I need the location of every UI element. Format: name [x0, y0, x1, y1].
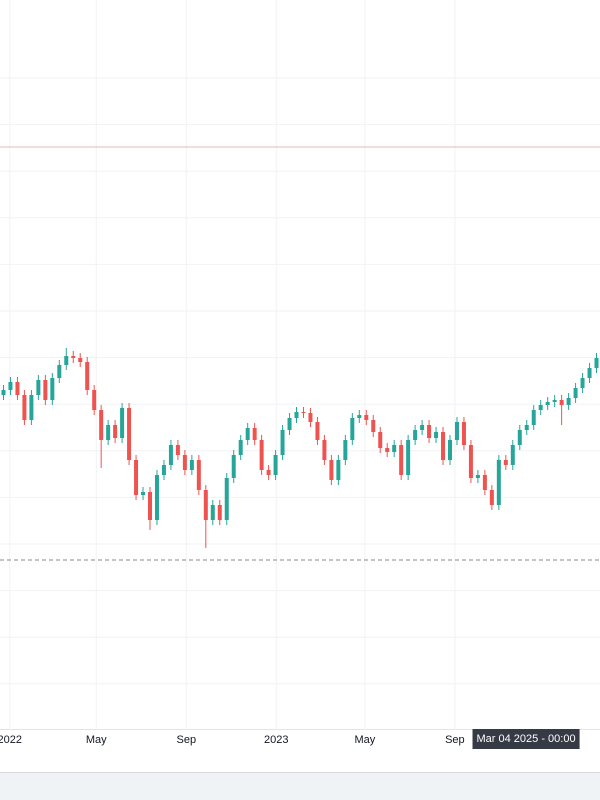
candle-body	[161, 465, 166, 475]
candle-body	[336, 460, 341, 480]
candle-body	[64, 356, 69, 365]
candle-body	[357, 415, 362, 418]
candle-body	[559, 400, 564, 405]
candle-body	[545, 402, 550, 405]
x-tick-label: May	[86, 734, 107, 746]
candle-body	[148, 492, 152, 520]
candle-body	[482, 475, 487, 490]
candle-body	[189, 460, 194, 470]
candle-body	[141, 492, 146, 495]
candle-body	[378, 432, 383, 448]
candle-body	[587, 368, 592, 378]
candle-body	[22, 395, 27, 420]
candle-body	[273, 455, 278, 475]
candle-body	[448, 440, 452, 460]
candle-body	[594, 358, 599, 368]
candle-body	[503, 460, 508, 465]
candle-body	[154, 475, 159, 520]
crosshair-label-bg	[472, 729, 580, 749]
candle-body	[36, 380, 41, 395]
candle-body	[252, 428, 257, 440]
candle-body	[15, 382, 20, 395]
candle-body	[8, 382, 13, 390]
candle-body	[468, 445, 473, 478]
candle-body	[350, 418, 355, 440]
candle-body	[224, 478, 229, 520]
candle-body	[371, 420, 376, 432]
candle-body	[489, 490, 494, 505]
candle-body	[399, 445, 404, 475]
candle-body	[71, 356, 76, 358]
candle-body	[99, 410, 104, 440]
candle-body	[182, 455, 187, 470]
candle-body	[50, 378, 55, 400]
crosshair-label: Mar 04 2025 - 00:00	[472, 729, 580, 749]
candle-body	[524, 425, 529, 430]
candle-body	[210, 505, 215, 520]
candle-body	[385, 448, 390, 452]
candle-body	[364, 415, 369, 420]
candle-body	[266, 470, 271, 475]
candle-body	[57, 365, 62, 378]
candle-body	[496, 460, 501, 505]
x-tick-label: 2023	[264, 734, 288, 746]
candle-body	[259, 440, 264, 470]
candle-body	[106, 425, 111, 440]
x-tick-label: 2022	[0, 734, 22, 746]
candle-body	[113, 425, 118, 438]
candle-body	[308, 413, 313, 422]
candle-body	[231, 455, 236, 478]
candle-body	[78, 358, 83, 362]
candle-body	[85, 362, 90, 390]
candle-body	[120, 408, 125, 438]
candle-body	[294, 412, 299, 418]
candle-body	[406, 440, 411, 475]
candle-body	[413, 430, 418, 440]
candle-body	[329, 460, 334, 480]
candle-body	[196, 460, 201, 490]
candle-body	[475, 475, 480, 478]
candle-body	[538, 405, 543, 410]
candle-body	[92, 390, 97, 410]
candle-body	[427, 425, 432, 438]
candle-body	[127, 408, 132, 460]
candle-body	[531, 410, 536, 425]
candle-body	[552, 400, 557, 402]
candle-body	[43, 380, 48, 400]
candle-body	[280, 430, 285, 455]
bottom-bar	[0, 772, 600, 800]
candle-body	[238, 440, 243, 455]
candle-body	[245, 428, 250, 440]
x-tick-label: Sep	[176, 734, 196, 746]
candle-body	[301, 412, 306, 413]
candle-body	[454, 422, 459, 440]
candle-body	[517, 430, 522, 445]
candle-body	[287, 418, 292, 430]
x-tick-label: May	[354, 734, 375, 746]
candle-body	[322, 440, 327, 460]
candle-body	[461, 422, 466, 445]
candle-body	[175, 445, 180, 455]
candle-body	[434, 432, 439, 438]
candle-body	[392, 445, 397, 452]
candle-body	[134, 460, 139, 495]
candle-body	[343, 440, 348, 460]
candle-body	[315, 422, 320, 440]
candle-body	[217, 505, 222, 520]
candle-body	[29, 395, 34, 420]
candle-body	[566, 398, 571, 405]
candle-body	[203, 490, 208, 520]
candle-body	[580, 378, 585, 388]
candle-body	[1, 390, 6, 395]
crosshair-label-text: Mar 04 2025 - 00:00	[477, 733, 576, 745]
candle-body	[420, 425, 425, 430]
candle-body	[168, 445, 173, 465]
x-tick-label: Sep	[445, 734, 465, 746]
candle-body	[573, 388, 578, 398]
candle-body	[441, 432, 446, 460]
candle-body	[510, 445, 515, 465]
